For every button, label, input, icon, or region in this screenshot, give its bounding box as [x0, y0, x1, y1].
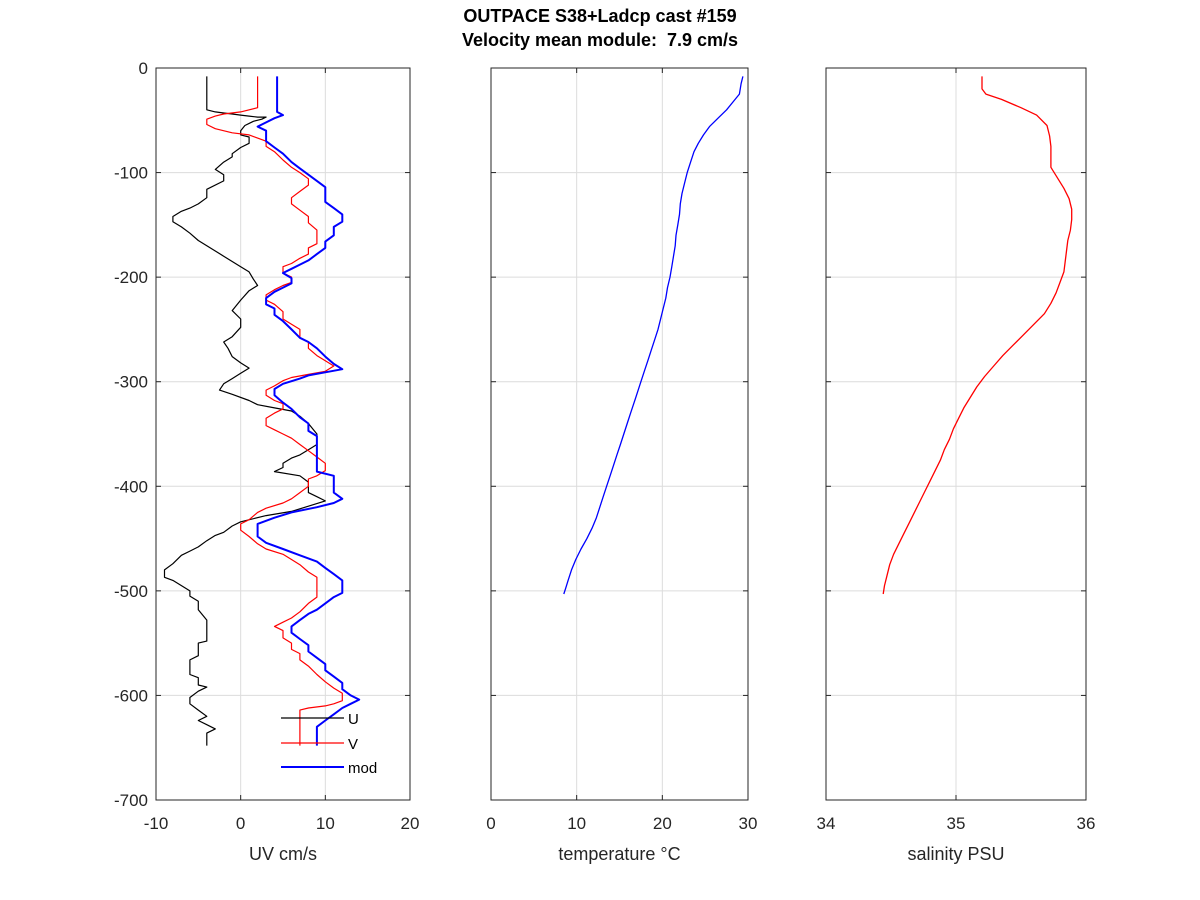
series-line-v — [206, 76, 343, 746]
axes-frame — [490, 67, 749, 801]
y-tick-label: -700 — [114, 791, 148, 810]
x-tick-label: 0 — [236, 814, 245, 833]
legend-label-u: U — [348, 711, 359, 728]
x-tick-label: 30 — [739, 814, 758, 833]
legend-label-mod: mod — [348, 760, 377, 777]
series-line — [882, 76, 1073, 595]
y-tick-label: -400 — [114, 477, 148, 496]
y-tick-label: -500 — [114, 582, 148, 601]
legend-label-v: V — [348, 736, 358, 753]
x-tick-label: 36 — [1077, 814, 1096, 833]
x-tick-label: 20 — [653, 814, 672, 833]
velocity-panel: -10 0 10 200-100-200-300-400-500-600-700UV … — [114, 59, 419, 864]
series-line — [563, 76, 744, 595]
x-axis-label: temperature °C — [558, 844, 680, 864]
y-tick-label: 0 — [139, 59, 148, 78]
x-axis-label: salinity PSU — [907, 844, 1004, 864]
x-tick-label: 10 — [567, 814, 586, 833]
x-tick-label: 20 — [401, 814, 420, 833]
axes-frame — [155, 67, 411, 801]
x-tick-label: 0 — [486, 814, 495, 833]
y-tick-label: -600 — [114, 686, 148, 705]
chart-title-line2: Velocity mean module: 7.9 cm/s — [461, 30, 739, 50]
y-tick-label: -200 — [114, 268, 148, 287]
x-tick-label: -10 — [144, 814, 169, 833]
y-tick-label: -300 — [114, 373, 148, 392]
salinity-panel: 34 35 36 salinity PSU — [817, 67, 1096, 864]
plot-area — [491, 68, 748, 800]
series-line-mod — [256, 76, 361, 746]
chart-title: OUTPACE S38+Ladcp cast #159 Velocity mea… — [0, 4, 1200, 52]
x-axis-label: UV cm/s — [249, 844, 317, 864]
y-tick-label: -100 — [114, 164, 148, 183]
x-tick-label: 10 — [316, 814, 335, 833]
temperature-panel: 0 10 20 30 temperature °C — [486, 67, 758, 864]
chart-title-line1: OUTPACE S38+Ladcp cast #159 — [463, 6, 737, 26]
x-tick-label: 34 — [817, 814, 836, 833]
x-tick-label: 35 — [947, 814, 966, 833]
